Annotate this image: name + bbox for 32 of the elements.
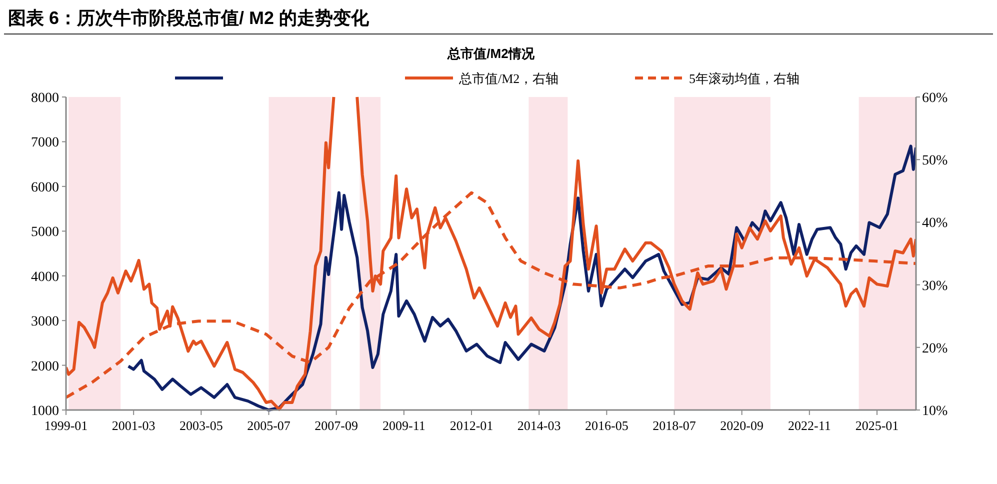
x-tick-label: 2007-09: [314, 418, 358, 433]
x-tick-label: 2012-01: [450, 418, 494, 433]
y2-tick-label: 50%: [922, 154, 948, 169]
y-tick-label: 3000: [31, 314, 59, 330]
x-tick-label: 2009-11: [382, 418, 426, 433]
x-tick-label: 2016-05: [585, 418, 628, 433]
legend-label: 总市值/M2，右轴: [458, 71, 559, 86]
y2-tick-label: 40%: [922, 216, 948, 232]
y2-tick-label: 30%: [922, 278, 948, 294]
y-tick-label: 5000: [31, 225, 59, 240]
x-tick-label: 2014-03: [517, 418, 561, 433]
y-tick-label: 2000: [31, 359, 59, 374]
x-tick-label: 1999-01: [44, 418, 88, 433]
line-series: [126, 144, 916, 412]
x-tick-label: 2005-07: [247, 418, 291, 433]
x-tick-label: 2001-03: [112, 418, 156, 433]
x-tick-label: 2025-01: [855, 418, 899, 433]
x-tick-label: 2020-09: [720, 418, 764, 433]
y2-tick-label: 60%: [922, 91, 948, 106]
y-tick-label: 7000: [31, 136, 59, 151]
x-tick-label: 2022-11: [788, 418, 831, 433]
y2-tick-label: 20%: [922, 341, 948, 356]
x-tick-label: 2018-07: [652, 418, 696, 433]
chart-title: 图表 6：历次牛市阶段总市值/ M2 的走势变化: [8, 8, 370, 28]
x-tick-label: 2003-05: [179, 418, 223, 433]
y-tick-label: 4000: [31, 270, 59, 285]
legend-label: 5年滚动均值，右轴: [689, 71, 800, 86]
y-tick-label: 1000: [31, 404, 59, 419]
y-tick-label: 8000: [31, 91, 59, 106]
chart-subtitle: 总市值/M2情况: [446, 46, 536, 61]
y-tick-label: 6000: [31, 180, 59, 196]
y2-tick-label: 10%: [922, 404, 948, 419]
